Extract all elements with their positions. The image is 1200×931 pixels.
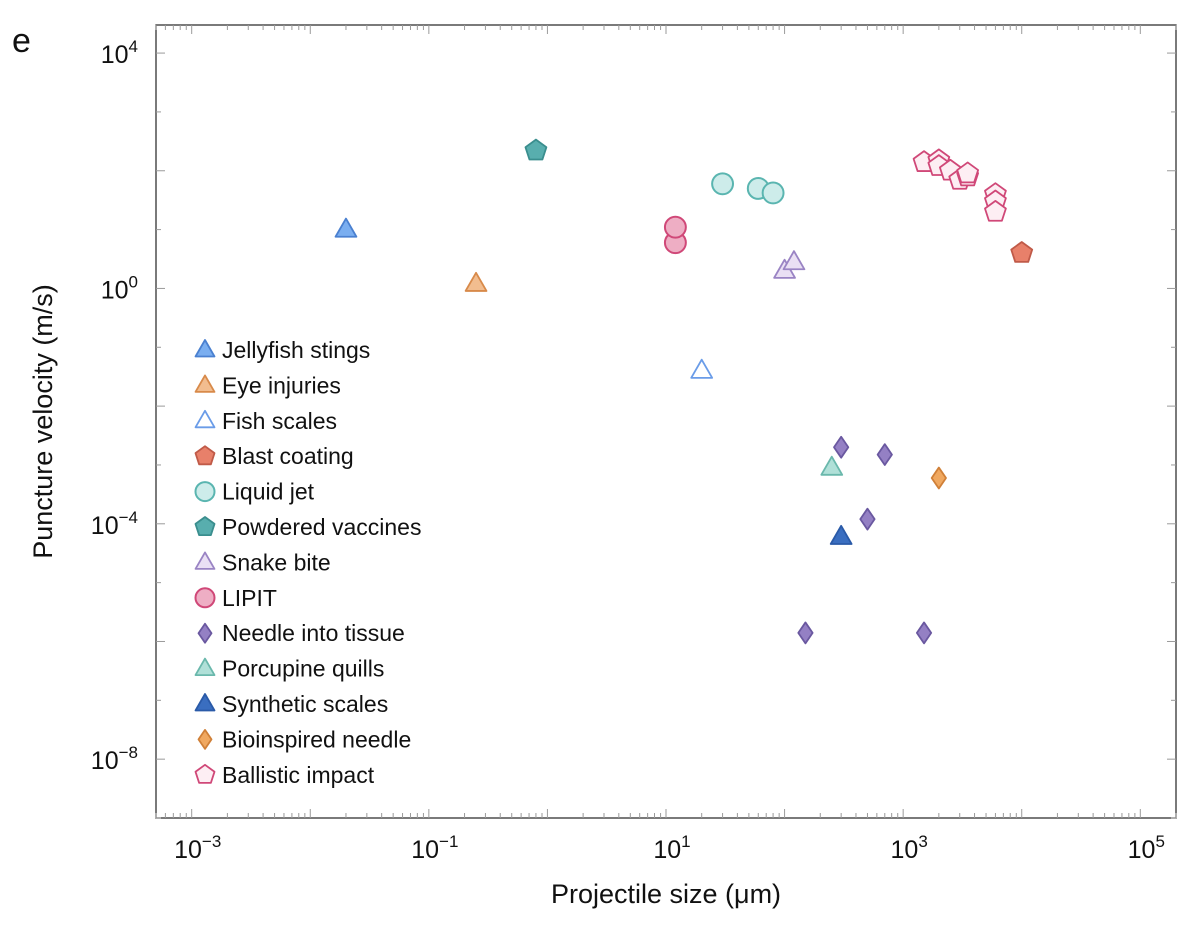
legend-label-jellyfish-stings: Jellyfish stings [222,337,370,363]
y-tick-label: 104 [101,37,138,69]
legend-label-bioinspired-needle: Bioinspired needle [222,726,411,752]
legend-marker-eye-injuries [194,374,216,393]
legend-marker-needle-into-tissue [197,622,213,644]
legend-label-porcupine-quills: Porcupine quills [222,656,384,682]
legend-marker-fish-scales [194,409,216,429]
data-point-liquid-jet [761,181,785,205]
legend-label-needle-into-tissue: Needle into tissue [222,620,405,646]
x-tick-label: 105 [1128,832,1165,864]
data-point-synthetic-scales [829,524,853,545]
y-tick-label: 100 [101,272,138,304]
x-tick-label: 101 [653,832,690,864]
panel-label: e [12,22,31,60]
legend-label-fish-scales: Fish scales [222,408,337,434]
data-point-snake-bite [782,250,806,271]
legend-label-liquid-jet: Liquid jet [222,479,315,505]
y-axis-title: Puncture velocity (m/s) [28,284,58,559]
y-tick-label: 10−4 [91,508,138,540]
data-point-eye-injuries [464,271,488,292]
legend-marker-lipit [194,587,216,609]
data-point-bioinspired-needle [930,466,947,490]
legend-marker-porcupine-quills [194,657,216,676]
data-point-fish-scales [690,358,714,379]
data-point-jellyfish-stings [334,217,358,238]
data-point-needle-into-tissue [876,443,893,466]
x-axis-title: Projectile size (μm) [551,879,781,909]
x-tick-label: 10−1 [411,832,458,864]
legend-label-lipit: LIPIT [222,585,277,611]
data-point-liquid-jet [711,172,735,196]
legend-marker-synthetic-scales [194,693,216,712]
data-points [334,138,1034,645]
data-point-ballistic-impact [956,161,980,184]
data-point-needle-into-tissue [797,621,814,645]
legend-label-ballistic-impact: Ballistic impact [222,762,375,788]
axis-ticks [155,25,1177,819]
legend-label-eye-injuries: Eye injuries [222,372,341,398]
data-point-porcupine-quills [820,455,844,476]
legend-marker-ballistic-impact [194,763,216,784]
legend-label-snake-bite: Snake bite [222,549,331,575]
legend-label-blast-coating: Blast coating [222,443,354,469]
legend-label-synthetic-scales: Synthetic scales [222,691,388,717]
legend-marker-liquid-jet [194,481,216,503]
data-point-blast-coating [1010,241,1034,263]
data-point-powdered-vaccines [524,138,548,161]
data-point-needle-into-tissue [915,621,933,645]
data-point-ballistic-impact [984,199,1007,222]
legend: Jellyfish stings Eye injuries Fish scales B… [194,337,421,788]
data-point-lipit [663,215,687,239]
legend-marker-jellyfish-stings [194,339,216,358]
legend-marker-blast-coating [194,445,216,466]
legend-label-powdered-vaccines: Powdered vaccines [222,514,421,540]
data-point-needle-into-tissue [833,435,850,459]
y-tick-label: 10−8 [91,743,138,775]
legend-marker-snake-bite [194,551,216,570]
legend-marker-powdered-vaccines [194,516,216,536]
data-point-needle-into-tissue [859,507,876,531]
x-tick-label: 10−3 [174,832,221,864]
legend-marker-bioinspired-needle [197,729,213,750]
x-tick-label: 103 [891,832,928,864]
